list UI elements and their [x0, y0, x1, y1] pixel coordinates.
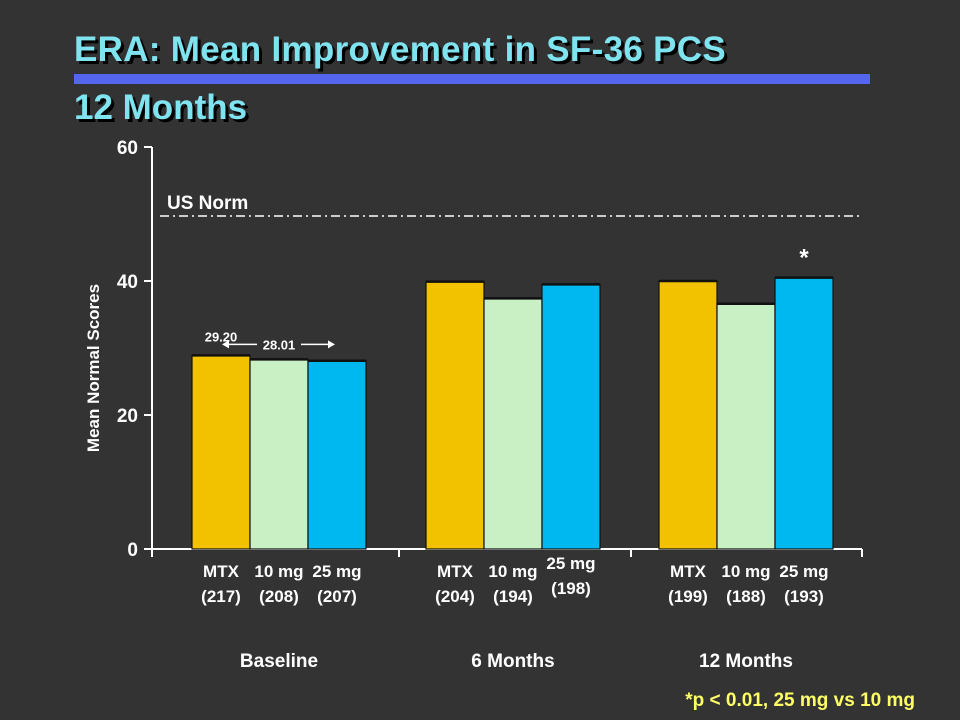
bar-category-label: 25 mg — [546, 554, 595, 573]
arrow-left-head — [222, 340, 229, 349]
data-label: 29.20 — [205, 329, 238, 344]
bar-n-label: (217) — [201, 587, 241, 606]
bar-n-label: (194) — [493, 587, 533, 606]
y-tick-label: 40 — [117, 272, 138, 293]
bar-baseline-25-mg — [307, 360, 367, 550]
bar-n-label: (207) — [317, 587, 357, 606]
title-underline — [74, 74, 870, 84]
bar-category-label: MTX — [437, 562, 474, 581]
arrow-right-head — [328, 340, 335, 349]
data-label: 28.01 — [263, 337, 296, 352]
significance-asterisk: * — [799, 245, 809, 272]
bar-6-months-10-mg — [483, 297, 543, 550]
bar-category-label: MTX — [670, 562, 707, 581]
group-label: 12 Months — [699, 651, 793, 672]
group-label: 6 Months — [471, 651, 554, 672]
bar-category-label: 10 mg — [721, 562, 770, 581]
bar-12-months-25-mg — [774, 277, 834, 550]
bar-12-months-10-mg — [716, 303, 776, 550]
bar-6-months-mtx — [425, 281, 485, 550]
bar-n-label: (198) — [551, 579, 591, 598]
bar-n-label: (188) — [726, 587, 766, 606]
bar-category-label: 25 mg — [312, 562, 361, 581]
bar-baseline-mtx — [191, 354, 251, 550]
bar-n-label: (208) — [259, 587, 299, 606]
bar-category-label: 10 mg — [254, 562, 303, 581]
us-norm-label: US Norm — [167, 193, 248, 214]
bar-6-months-25-mg — [541, 283, 601, 550]
bar-category-label: 25 mg — [779, 562, 828, 581]
slide-subtitle: 12 Months — [74, 88, 248, 127]
y-tick-label: 0 — [127, 540, 138, 561]
bar-category-label: MTX — [203, 562, 240, 581]
bar-n-label: (199) — [668, 587, 708, 606]
y-tick-label: 60 — [117, 138, 138, 159]
y-axis-title: Mean Normal Scores — [84, 284, 103, 452]
bar-baseline-10-mg — [249, 358, 309, 550]
y-tick-label: 20 — [117, 406, 138, 427]
bar-category-label: 10 mg — [488, 562, 537, 581]
bar-n-label: (204) — [435, 587, 475, 606]
bar-12-months-mtx — [658, 280, 718, 550]
slide-title: ERA: Mean Improvement in SF-36 PCS — [74, 30, 726, 69]
significance-footnote: *p < 0.01, 25 mg vs 10 mg — [685, 690, 915, 711]
group-label: Baseline — [240, 651, 318, 672]
bar-n-label: (193) — [784, 587, 824, 606]
